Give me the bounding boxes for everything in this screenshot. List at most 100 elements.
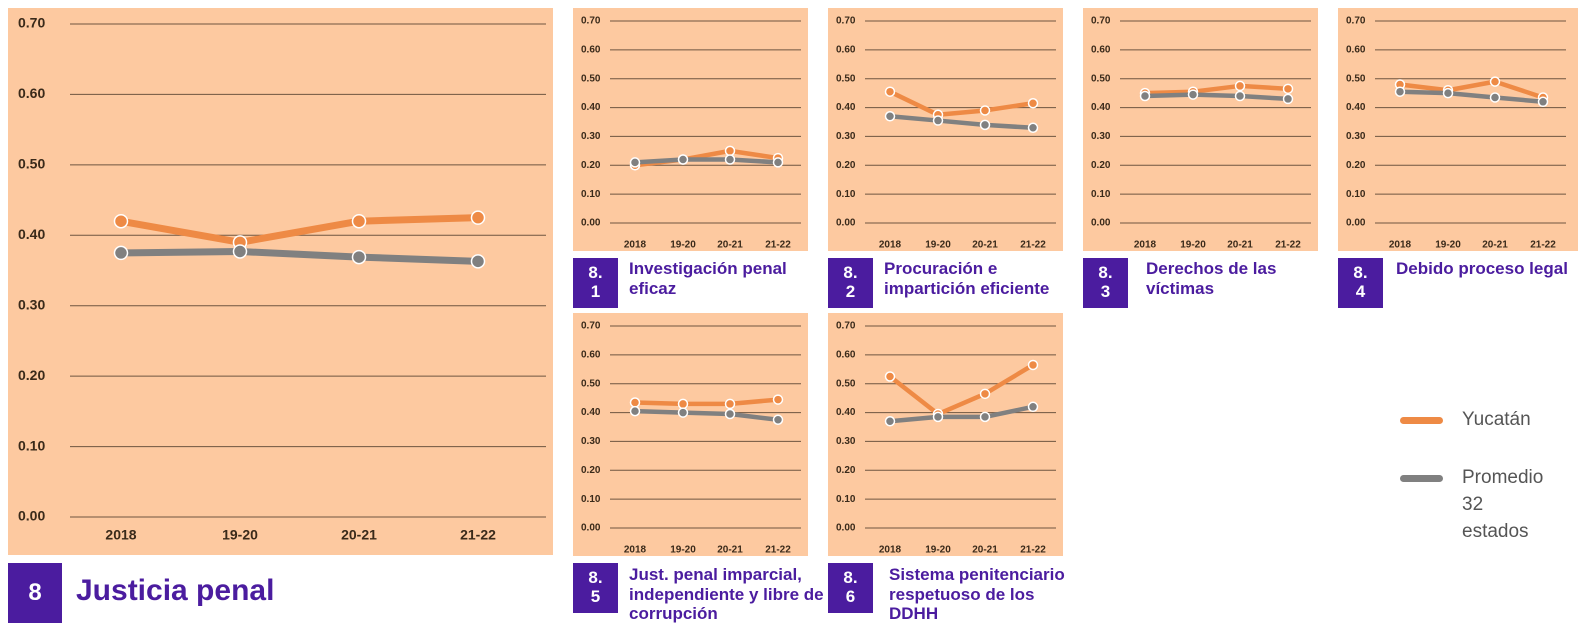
chart-title: Sistema penitenciario respetuoso de los … (889, 565, 1065, 624)
data-point (113, 213, 129, 229)
legend-label: Promedio 32 estados (1462, 467, 1544, 542)
plot-background (1338, 8, 1578, 251)
y-tick-label: 0.50 (1091, 73, 1111, 84)
y-tick-label: 0.20 (1346, 160, 1366, 171)
badge-text: 6 (845, 587, 856, 606)
y-tick-label: 0.50 (581, 73, 601, 84)
data-point (470, 210, 486, 225)
x-tick-label: 2018 (624, 545, 647, 556)
y-tick-label: 0.00 (1091, 218, 1111, 229)
y-tick-label: 0.00 (581, 523, 601, 534)
data-point (884, 415, 896, 427)
x-tick-label: 19-20 (222, 527, 258, 543)
y-tick-label: 0.40 (836, 102, 856, 113)
badge-text: 8. (588, 568, 603, 588)
x-tick-label: 20-21 (1227, 240, 1253, 251)
y-tick-label: 0.60 (836, 44, 856, 55)
badge: 8. 1 (573, 258, 618, 308)
data-point (932, 411, 944, 423)
y-tick-label: 0.30 (836, 436, 856, 447)
data-point (1234, 90, 1246, 102)
data-point (1537, 96, 1549, 108)
data-point (629, 405, 641, 417)
badge-text: 1 (590, 282, 601, 301)
data-point (884, 86, 896, 97)
data-point (470, 254, 486, 269)
y-tick-label: 0.70 (581, 16, 601, 27)
y-tick-label: 0.40 (1091, 102, 1111, 113)
badge: 8. 6 (828, 563, 873, 613)
data-point (979, 119, 991, 131)
x-tick-label: 21-22 (1275, 240, 1301, 251)
y-tick-label: 0.70 (1091, 16, 1111, 27)
series-line (634, 397, 779, 407)
data-point (979, 388, 991, 400)
badge: 8. 2 (828, 258, 873, 308)
x-tick-label: 21-22 (460, 527, 496, 543)
series-line (889, 89, 1034, 118)
y-tick-label: 0.40 (836, 407, 856, 418)
y-tick-label: 0.60 (18, 85, 45, 101)
data-point (932, 115, 944, 126)
data-point (113, 245, 129, 261)
series-line (634, 408, 779, 423)
plot-background (1083, 8, 1318, 251)
data-point (1187, 89, 1199, 100)
x-tick-label: 19-20 (925, 545, 951, 556)
chart-title: Procuración e impartición eficiente (884, 259, 1050, 298)
x-tick-label: 19-20 (670, 240, 696, 251)
data-point (1442, 87, 1454, 99)
x-tick-label: 19-20 (670, 545, 696, 556)
y-tick-label: 0.30 (581, 436, 601, 447)
y-tick-label: 0.10 (581, 494, 601, 505)
y-tick-label: 0.70 (18, 15, 45, 31)
data-point (677, 154, 689, 165)
y-tick-label: 0.10 (581, 189, 601, 200)
data-point (351, 249, 367, 265)
y-tick-label: 0.00 (1346, 218, 1366, 229)
badge-text: 5 (590, 587, 601, 606)
plot-background (828, 313, 1063, 556)
badge-text: 8. (843, 263, 858, 283)
y-tick-label: 0.30 (1091, 131, 1111, 142)
x-tick-label: 2018 (1134, 240, 1157, 251)
data-point (724, 408, 736, 420)
y-tick-label: 0.10 (836, 189, 856, 200)
series-line (120, 214, 479, 246)
data-point (724, 145, 736, 157)
x-tick-label: 2018 (105, 527, 136, 543)
y-tick-label: 0.00 (836, 523, 856, 534)
y-tick-label: 0.50 (1346, 73, 1366, 84)
y-tick-label: 0.00 (18, 508, 45, 524)
x-tick-label: 20-21 (717, 240, 743, 251)
y-tick-label: 0.40 (581, 407, 601, 418)
data-point (1234, 80, 1246, 92)
x-tick-label: 19-20 (1435, 240, 1461, 251)
x-tick-label: 21-22 (765, 545, 791, 556)
y-tick-label: 0.40 (1346, 102, 1366, 113)
y-tick-label: 0.70 (836, 321, 856, 332)
y-tick-label: 0.20 (1091, 160, 1111, 171)
data-point (772, 414, 784, 426)
x-tick-label: 21-22 (1020, 545, 1046, 556)
x-tick-label: 20-21 (341, 527, 377, 543)
x-tick-label: 20-21 (972, 240, 998, 251)
plot-background (8, 8, 553, 555)
x-tick-label: 2018 (1389, 240, 1412, 251)
data-point (772, 394, 784, 405)
badge: 8. 4 (1338, 258, 1383, 308)
x-tick-label: 2018 (624, 240, 647, 251)
y-tick-label: 0.10 (1346, 189, 1366, 200)
data-point (1282, 83, 1294, 95)
data-point (1489, 76, 1501, 87)
legend-swatch (1400, 417, 1443, 424)
chart-title: Investigación penal eficaz (629, 259, 787, 298)
series-line (1144, 83, 1289, 96)
data-point (1139, 90, 1151, 102)
series-line (634, 157, 779, 165)
y-tick-label: 0.20 (581, 465, 601, 476)
data-point (724, 154, 736, 165)
y-tick-label: 0.10 (18, 437, 45, 453)
x-tick-label: 19-20 (1180, 240, 1206, 251)
